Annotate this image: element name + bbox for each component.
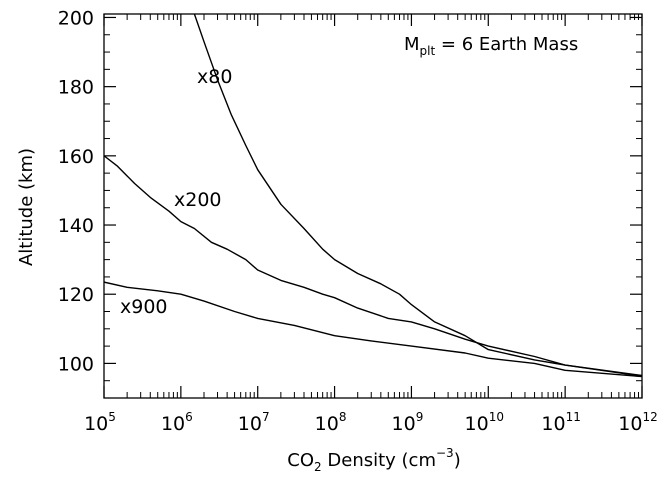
mass-annotation: Mplt = 6 Earth Mass (404, 34, 578, 58)
y-tick-label: 160 (58, 146, 94, 168)
x-tick-label: 1012 (618, 410, 657, 435)
x-tick-label: 107 (238, 410, 270, 435)
series-label-x900: x900 (120, 296, 168, 318)
x-tick-exponent: 5 (108, 410, 116, 424)
y-tick-label: 140 (58, 215, 94, 237)
x-tick-exponent: 12 (642, 410, 657, 424)
x-tick-label: 1011 (541, 410, 580, 435)
series-line-x900 (104, 281, 642, 378)
x-tick-exponent: 6 (185, 410, 193, 424)
x-axis-title-sup: −3 (436, 446, 454, 460)
x-axis-title-mid: Density (cm (322, 450, 436, 471)
mass-annotation-sub: plt (420, 44, 436, 58)
x-tick-base: 10 (465, 413, 489, 435)
x-tick-exponent: 7 (262, 410, 270, 424)
ticks-layer (103, 14, 643, 399)
x-tick-label: 105 (84, 410, 116, 435)
x-tick-base: 10 (392, 413, 416, 435)
series-layer (104, 14, 642, 378)
x-tick-label: 106 (161, 410, 193, 435)
x-tick-base: 10 (618, 413, 642, 435)
series-line-x200 (104, 155, 642, 377)
x-tick-base: 10 (238, 413, 262, 435)
series-label-x80: x80 (197, 66, 232, 88)
mass-annotation-main: M (404, 34, 420, 55)
x-tick-exponent: 9 (416, 410, 424, 424)
x-axis-title-end: ) (454, 450, 461, 471)
series-label-x200: x200 (174, 189, 222, 211)
x-tick-base: 10 (541, 413, 565, 435)
x-tick-base: 10 (84, 413, 108, 435)
y-axis-title: Altitude (km) (16, 148, 37, 266)
x-tick-exponent: 10 (489, 410, 504, 424)
x-tick-label: 1010 (465, 410, 504, 435)
tick-labels-layer: 105 106 107 108 109 1010 1011 10121001201401601… (58, 7, 658, 435)
series-line-x80 (193, 14, 642, 377)
plot-frame (103, 13, 643, 399)
y-tick-label: 200 (58, 7, 94, 29)
x-tick-exponent: 8 (339, 410, 347, 424)
x-tick-base: 10 (161, 413, 185, 435)
x-tick-label: 108 (315, 410, 347, 435)
x-tick-exponent: 11 (566, 410, 581, 424)
x-axis-title: CO2 Density (cm−3) (287, 446, 460, 474)
mass-annotation-rest: = 6 Earth Mass (435, 34, 578, 55)
y-tick-label: 100 (58, 353, 94, 375)
x-tick-label: 109 (392, 410, 424, 435)
y-tick-label: 120 (58, 284, 94, 306)
x-tick-base: 10 (315, 413, 339, 435)
x-axis-title-main: CO (287, 450, 314, 471)
y-tick-label: 180 (58, 77, 94, 99)
x-axis-title-sub: 2 (314, 460, 322, 474)
